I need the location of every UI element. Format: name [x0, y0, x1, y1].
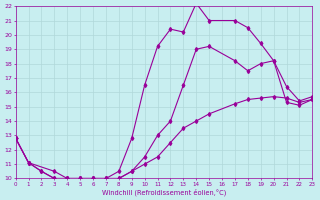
X-axis label: Windchill (Refroidissement éolien,°C): Windchill (Refroidissement éolien,°C) [102, 188, 226, 196]
